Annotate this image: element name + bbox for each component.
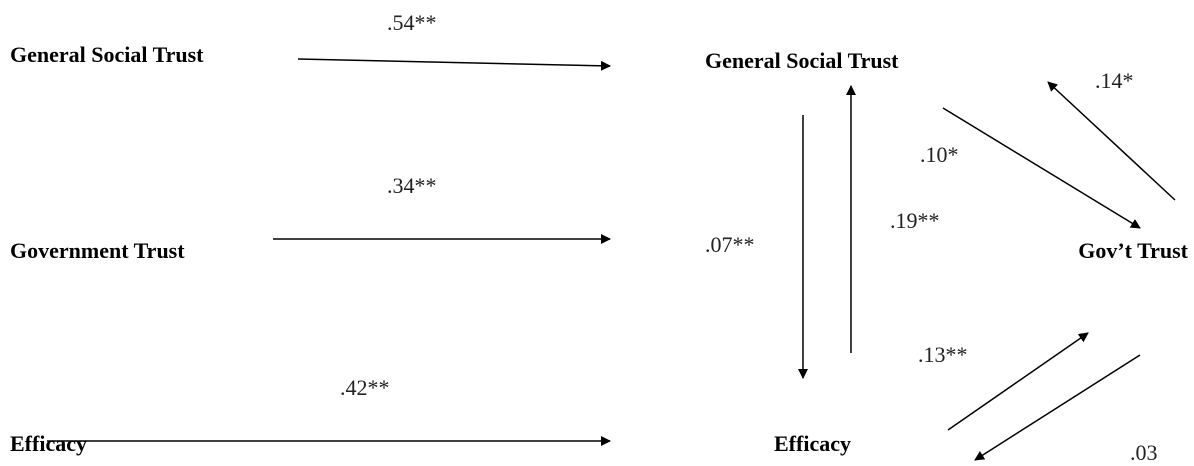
- node-label: Gov’t Trust: [1078, 238, 1188, 263]
- node-label: Government Trust: [10, 238, 185, 263]
- arrow: [942, 107, 1141, 229]
- node-label: Efficacy: [10, 431, 87, 456]
- node-label: General Social Trust: [10, 42, 204, 67]
- path-coefficient: .34**: [387, 173, 437, 198]
- arrow: [974, 354, 1141, 461]
- path-coefficient: .14*: [1095, 68, 1134, 93]
- path-coefficient: .13**: [918, 342, 968, 367]
- path-coefficient: .19**: [890, 208, 940, 233]
- node-label: General Social Trust: [705, 48, 899, 73]
- path-coefficient: .42**: [340, 375, 390, 400]
- arrow: [1047, 81, 1176, 201]
- node-label: Efficacy: [774, 431, 851, 456]
- path-coefficient: .54**: [387, 10, 437, 35]
- arrow: [297, 58, 611, 71]
- path-coefficient: .10*: [920, 142, 959, 167]
- arrow: [947, 332, 1089, 431]
- path-coefficient: .03: [1130, 440, 1158, 465]
- path-coefficient: .07**: [705, 232, 755, 257]
